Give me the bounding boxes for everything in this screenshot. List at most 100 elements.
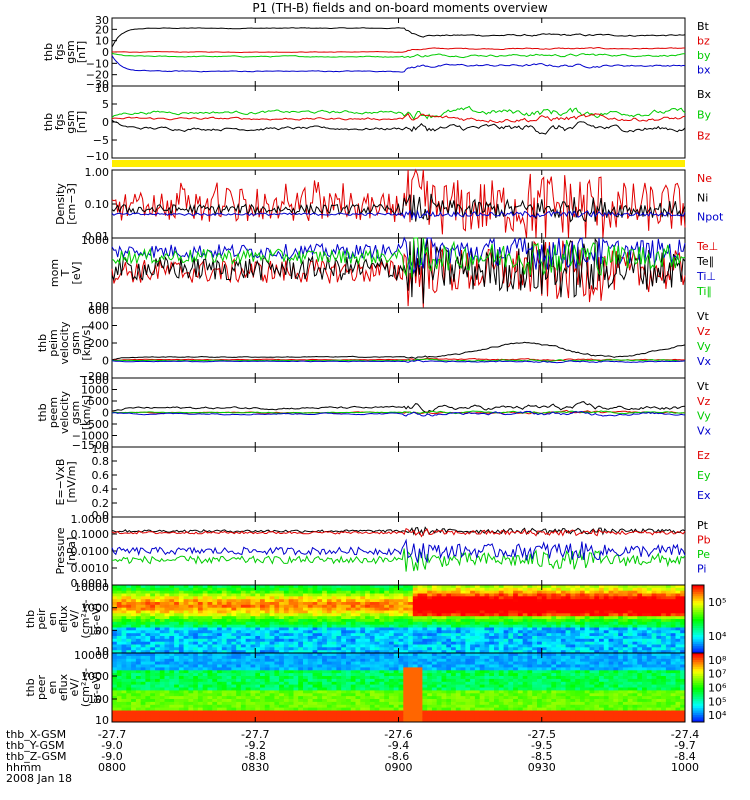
heatmap-cell bbox=[336, 590, 342, 594]
heatmap-cell bbox=[116, 653, 123, 657]
heatmap-cell bbox=[322, 607, 328, 611]
heatmap-cell bbox=[341, 607, 347, 611]
heatmap-cell bbox=[379, 713, 385, 717]
heatmap-cell bbox=[202, 627, 208, 631]
heatmap-cell bbox=[322, 633, 328, 637]
heatmap-cell bbox=[427, 658, 433, 663]
heatmap-cell bbox=[537, 638, 543, 643]
heatmap-cell bbox=[140, 707, 146, 711]
heatmap-cell bbox=[202, 684, 208, 688]
heatmap-cell bbox=[331, 696, 337, 700]
heatmap-cell bbox=[116, 710, 123, 714]
heatmap-cell bbox=[422, 638, 428, 643]
heatmap-cell bbox=[517, 599, 524, 603]
heatmap-cell bbox=[255, 593, 261, 597]
heatmap-cell bbox=[556, 599, 562, 603]
heatmap-cell bbox=[121, 661, 127, 665]
heatmap-cell bbox=[274, 696, 280, 700]
heatmap-cell bbox=[422, 681, 428, 686]
heatmap-cell bbox=[226, 681, 232, 686]
heatmap-cell bbox=[207, 641, 213, 645]
heatmap-cell bbox=[398, 627, 404, 631]
heatmap-cell bbox=[121, 613, 127, 617]
heatmap-cell bbox=[560, 604, 567, 609]
heatmap-cell bbox=[159, 655, 166, 660]
heatmap-cell bbox=[384, 658, 390, 663]
heatmap-cell bbox=[661, 641, 667, 645]
heatmap-cell bbox=[570, 602, 576, 606]
heatmap-cell bbox=[169, 684, 175, 688]
heatmap-cell bbox=[226, 684, 232, 688]
heatmap-cell bbox=[250, 607, 256, 611]
heatmap-cell bbox=[360, 604, 366, 609]
heatmap-cell bbox=[637, 647, 643, 651]
panel-fgs bbox=[111, 17, 686, 87]
heatmap-cell bbox=[245, 713, 251, 717]
heatmap-cell bbox=[236, 621, 242, 626]
heatmap-cell bbox=[412, 633, 419, 637]
heatmap-cell bbox=[274, 684, 280, 688]
heatmap-cell bbox=[212, 638, 218, 643]
heatmap-cell bbox=[460, 710, 466, 714]
heatmap-cell bbox=[245, 638, 251, 643]
heatmap-cell bbox=[412, 681, 419, 686]
heatmap-cell bbox=[484, 627, 490, 631]
heatmap-cell bbox=[255, 650, 261, 654]
heatmap-cell bbox=[188, 593, 194, 597]
heatmap-cell bbox=[365, 658, 371, 663]
heatmap-cell bbox=[632, 647, 638, 651]
heatmap-cell bbox=[155, 681, 161, 686]
heatmap-cell bbox=[240, 681, 247, 686]
heatmap-cell bbox=[331, 699, 337, 703]
heatmap-cell bbox=[560, 624, 567, 628]
heatmap-cell bbox=[283, 596, 290, 600]
heatmap-cell bbox=[159, 670, 166, 674]
heatmap-cell bbox=[245, 636, 251, 640]
heatmap-cell bbox=[584, 621, 590, 626]
heatmap-cell bbox=[632, 633, 638, 637]
heatmap-cell bbox=[350, 607, 357, 611]
heatmap-cell bbox=[451, 650, 457, 654]
heatmap-cell bbox=[522, 616, 528, 620]
heatmap-cell bbox=[393, 641, 399, 645]
heatmap-cell bbox=[355, 673, 361, 677]
heatmap-cell bbox=[121, 619, 127, 623]
heatmap-cell bbox=[226, 678, 232, 683]
heatmap-cell bbox=[460, 670, 466, 674]
y-tick-label: 0.01 bbox=[85, 230, 110, 243]
heatmap-cell bbox=[250, 599, 256, 603]
heatmap-cell bbox=[613, 613, 619, 617]
heatmap-cell bbox=[398, 678, 404, 683]
heatmap-cell bbox=[412, 690, 419, 694]
heatmap-cell bbox=[293, 678, 299, 683]
heatmap-cell bbox=[288, 704, 294, 709]
heatmap-cell bbox=[145, 647, 151, 651]
heatmap-cell bbox=[546, 616, 552, 620]
heatmap-cell bbox=[322, 644, 328, 648]
heatmap-cell bbox=[250, 704, 256, 709]
heatmap-cell bbox=[384, 638, 390, 643]
heatmap-cell bbox=[202, 653, 208, 657]
heatmap-cell bbox=[389, 684, 395, 688]
heatmap-cell bbox=[155, 604, 161, 609]
heatmap-cell bbox=[283, 647, 290, 651]
heatmap-cell bbox=[231, 699, 237, 703]
heatmap-cell bbox=[642, 607, 648, 611]
series-line-by bbox=[111, 52, 686, 59]
heatmap-cell bbox=[551, 616, 557, 620]
heatmap-cell bbox=[240, 678, 247, 683]
heatmap-cell bbox=[164, 636, 170, 640]
heatmap-cell bbox=[360, 704, 366, 709]
heatmap-cell bbox=[379, 658, 385, 663]
heatmap-cell bbox=[298, 653, 304, 657]
heatmap-cell bbox=[326, 658, 333, 663]
heatmap-cell bbox=[159, 699, 166, 703]
heatmap-cell bbox=[393, 704, 399, 709]
heatmap-cell bbox=[212, 681, 218, 686]
heatmap-cell bbox=[231, 658, 237, 663]
heatmap-cell bbox=[140, 593, 146, 597]
heatmap-cell bbox=[384, 650, 390, 654]
heatmap-cell bbox=[178, 667, 185, 671]
heatmap-cell bbox=[632, 602, 638, 606]
heatmap-cell bbox=[441, 701, 447, 706]
